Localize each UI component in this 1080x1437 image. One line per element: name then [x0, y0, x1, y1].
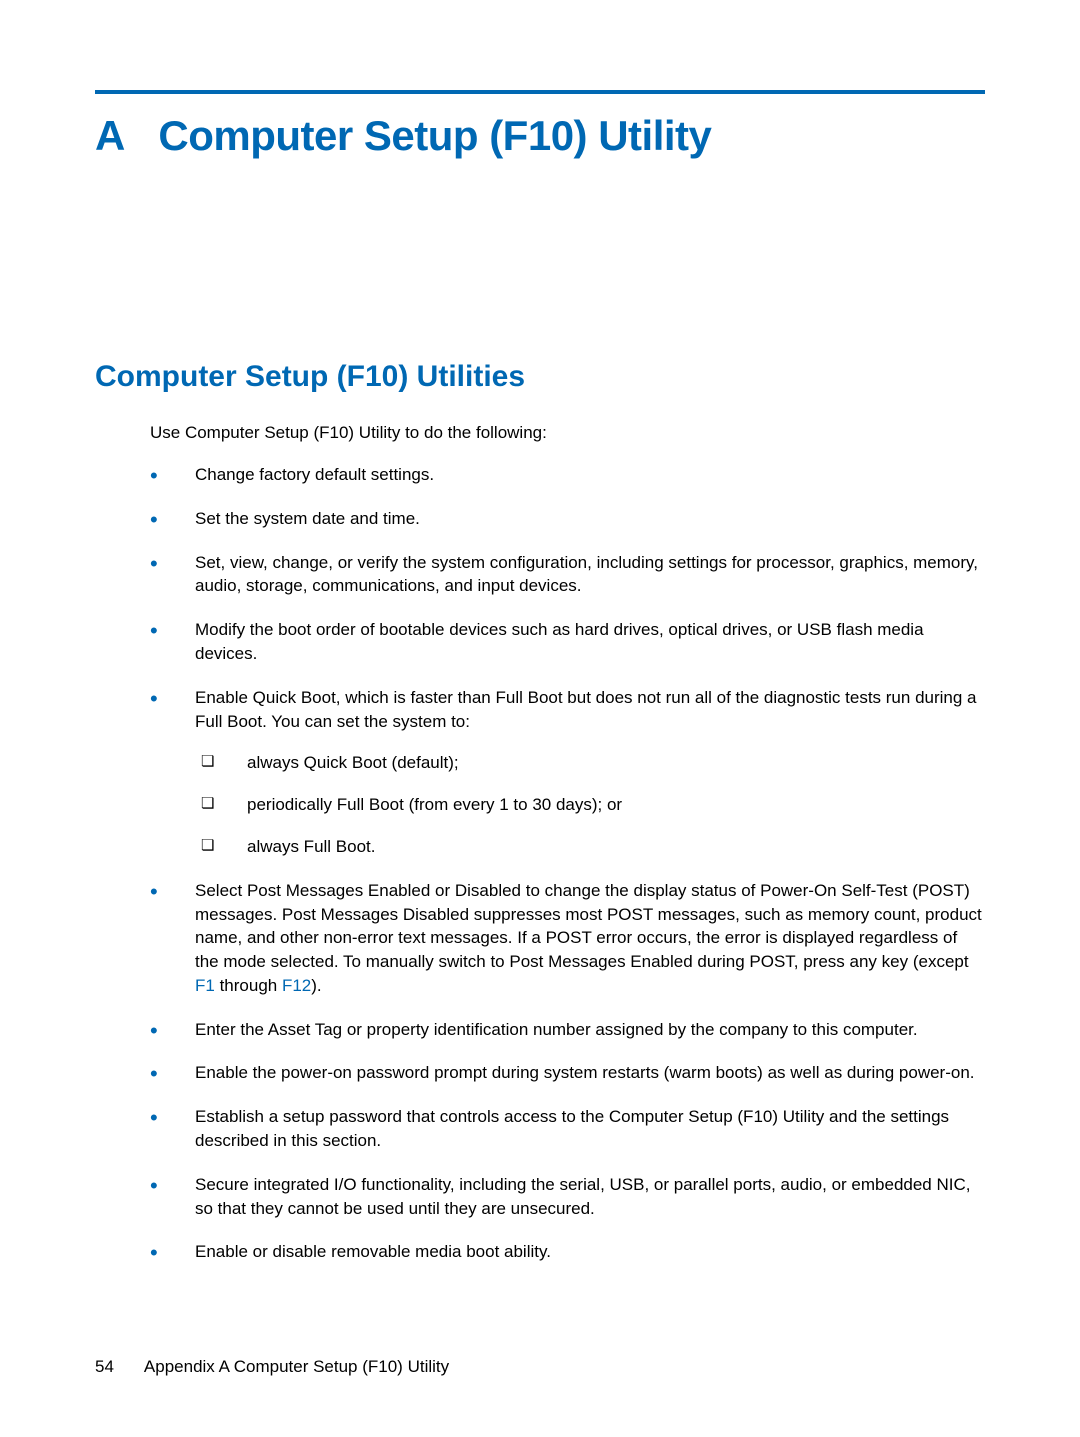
chapter-heading: A Computer Setup (F10) Utility: [95, 112, 985, 160]
intro-paragraph: Use Computer Setup (F10) Utility to do t…: [150, 422, 985, 445]
bullet-list: Change factory default settings. Set the…: [150, 463, 985, 1264]
list-item: Secure integrated I/O functionality, inc…: [150, 1173, 985, 1221]
list-item: Set, view, change, or verify the system …: [150, 551, 985, 599]
list-item-text-post: ).: [311, 976, 321, 995]
list-item: Establish a setup password that controls…: [150, 1105, 985, 1153]
sub-list-item-text: always Full Boot.: [247, 837, 376, 856]
list-item: Select Post Messages Enabled or Disabled…: [150, 879, 985, 998]
footer: 54 Appendix A Computer Setup (F10) Utilit…: [95, 1357, 449, 1377]
list-item-text: Enable or disable removable media boot a…: [195, 1242, 551, 1261]
sub-list-item-text: always Quick Boot (default);: [247, 753, 459, 772]
list-item-text: Enter the Asset Tag or property identifi…: [195, 1020, 918, 1039]
list-item-text: Enable the power-on password prompt duri…: [195, 1063, 975, 1082]
list-item-text: Set, view, change, or verify the system …: [195, 553, 978, 596]
list-item: Set the system date and time.: [150, 507, 985, 531]
list-item-text: Modify the boot order of bootable device…: [195, 620, 924, 663]
chapter-label: A: [95, 112, 125, 159]
sub-list-item: always Full Boot.: [195, 835, 985, 859]
list-item: Enable Quick Boot, which is faster than …: [150, 686, 985, 859]
list-item-text: Set the system date and time.: [195, 509, 420, 528]
list-item: Enable the power-on password prompt duri…: [150, 1061, 985, 1085]
page-number: 54: [95, 1357, 114, 1376]
list-item: Enter the Asset Tag or property identifi…: [150, 1018, 985, 1042]
top-rule: [95, 90, 985, 94]
sub-list-item-text: periodically Full Boot (from every 1 to …: [247, 795, 622, 814]
list-item-text: Establish a setup password that controls…: [195, 1107, 949, 1150]
list-item: Change factory default settings.: [150, 463, 985, 487]
list-item: Modify the boot order of bootable device…: [150, 618, 985, 666]
list-item-text-mid: through: [215, 976, 282, 995]
footer-appendix-label: Appendix A Computer Setup (F10) Utility: [144, 1357, 449, 1376]
list-item-text: Enable Quick Boot, which is faster than …: [195, 688, 977, 731]
list-item-text-pre: Select Post Messages Enabled or Disabled…: [195, 881, 982, 971]
sub-list-item: always Quick Boot (default);: [195, 751, 985, 775]
list-item-text: Change factory default settings.: [195, 465, 434, 484]
sub-bullet-list: always Quick Boot (default); periodicall…: [195, 751, 985, 858]
chapter-title: Computer Setup (F10) Utility: [158, 112, 711, 159]
sub-list-item: periodically Full Boot (from every 1 to …: [195, 793, 985, 817]
list-item: Enable or disable removable media boot a…: [150, 1240, 985, 1264]
key-link: F1: [195, 976, 215, 995]
key-link: F12: [282, 976, 311, 995]
subheading: Computer Setup (F10) Utilities: [95, 360, 985, 394]
page-container: A Computer Setup (F10) Utility Computer …: [0, 0, 1080, 1344]
list-item-text: Secure integrated I/O functionality, inc…: [195, 1175, 970, 1218]
